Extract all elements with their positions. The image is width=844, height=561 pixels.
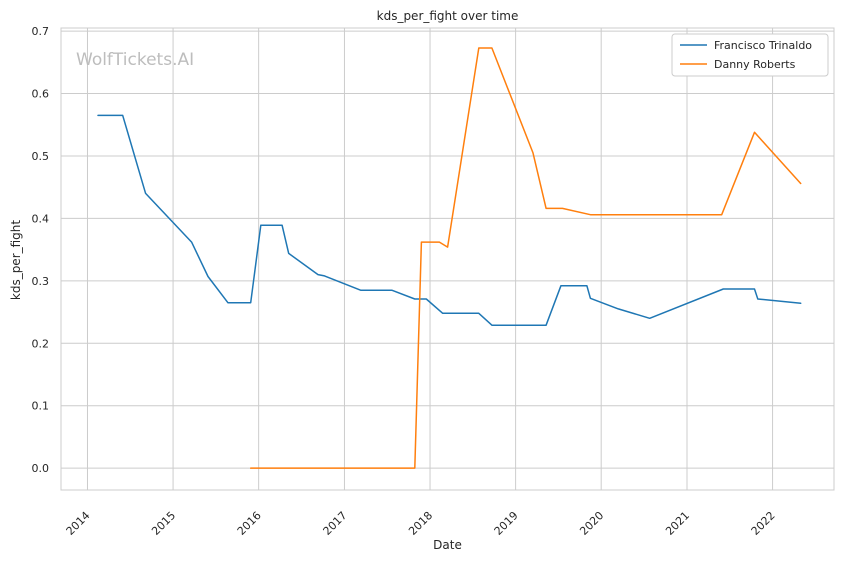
plot-area-frame	[60, 27, 835, 491]
y-tick-label: 0.7	[32, 25, 50, 38]
y-tick-label: 0.1	[32, 400, 50, 413]
y-axis-title: kds_per_fight	[9, 220, 23, 301]
legend-label-0: Francisco Trinaldo	[714, 39, 812, 52]
x-axis-title: Date	[433, 538, 462, 552]
grid	[61, 28, 834, 490]
series-line-0	[97, 114, 802, 326]
chart-title: kds_per_fight over time	[377, 9, 519, 23]
legend-box	[671, 33, 829, 77]
watermark: WolfTickets.AI	[76, 50, 194, 70]
y-tick-label: 0.3	[32, 275, 50, 288]
series-line-1	[249, 47, 802, 469]
legend-label-1: Danny Roberts	[714, 58, 796, 71]
y-tick-label: 0.6	[32, 88, 50, 101]
y-tick-label: 0.0	[32, 462, 50, 475]
legend: Francisco Trinaldo Danny Roberts	[671, 33, 829, 77]
series-layer	[97, 47, 802, 469]
y-tick-label: 0.2	[32, 337, 50, 350]
y-tick-label: 0.5	[32, 150, 50, 163]
y-axis-ticks: 0.0 0.1 0.2 0.3 0.4 0.5 0.6 0.7	[32, 25, 50, 475]
y-tick-label: 0.4	[32, 212, 50, 225]
